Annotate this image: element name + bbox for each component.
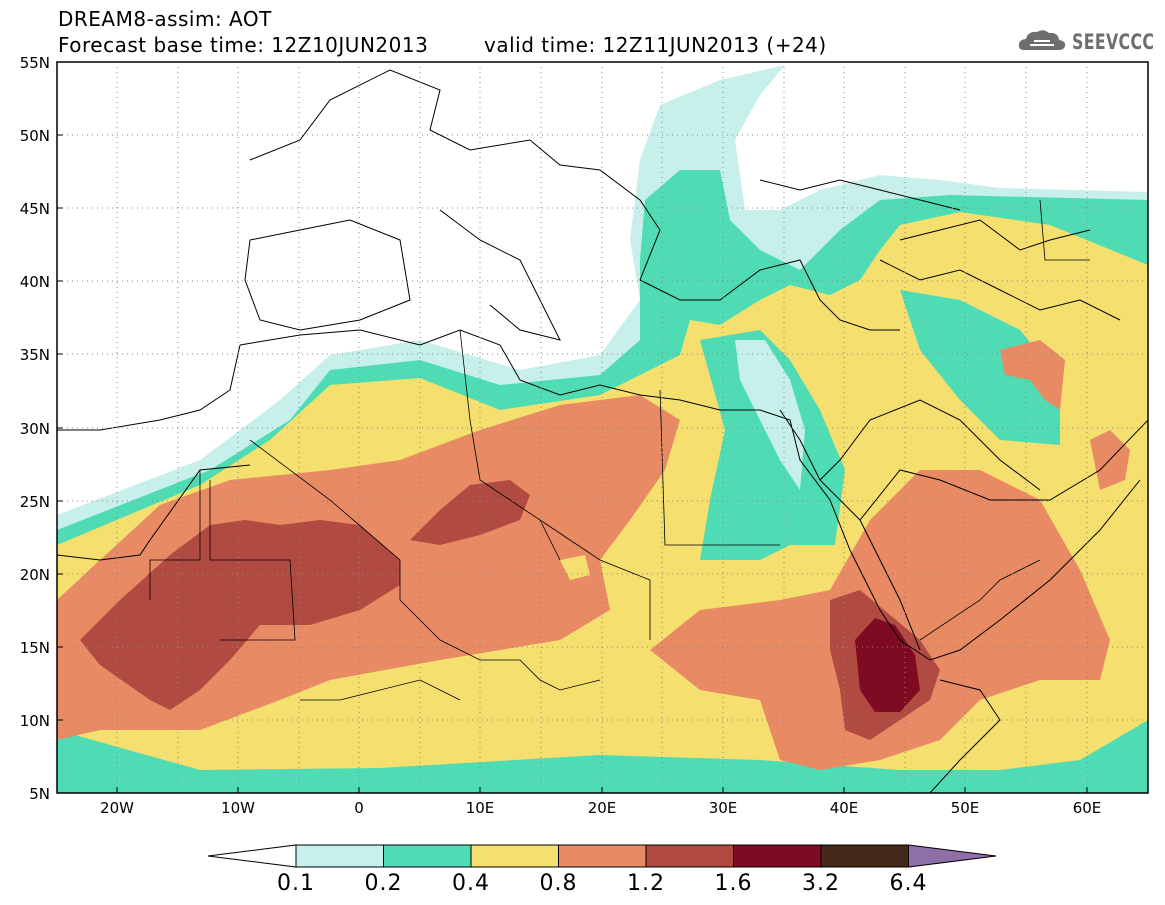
aot-level-0.2-south <box>57 720 1148 793</box>
colorbar-segment-below <box>207 844 297 868</box>
colorbar-segment <box>558 844 647 868</box>
lat-label: 40N <box>19 273 50 291</box>
map-frame <box>56 61 1149 794</box>
colorbar-label: 0.2 <box>364 871 403 896</box>
colorbar-segment <box>645 844 734 868</box>
lon-label: 20E <box>587 799 617 817</box>
aot-level-1.2-mali <box>410 480 530 545</box>
lon-label: 60E <box>1072 799 1102 817</box>
colorbar-label: 0.4 <box>452 871 490 896</box>
colorbar-segment-above <box>908 844 997 868</box>
cloud-logo-icon <box>1018 30 1066 50</box>
lat-label: 10N <box>19 712 50 730</box>
colorbar-label: 0.8 <box>539 871 578 896</box>
lat-label: 35N <box>19 346 50 364</box>
lat-label: 25N <box>19 493 50 511</box>
lon-label: 0 <box>354 799 364 817</box>
lat-label: 5N <box>29 785 50 803</box>
colorbar-segment <box>383 844 472 868</box>
aot-level-1.2 <box>80 520 400 710</box>
colorbar-label: 1.6 <box>714 871 753 896</box>
lon-label: 30E <box>708 799 738 817</box>
forecast-base-time: Forecast base time: 12Z10JUN2013 valid ti… <box>58 33 826 57</box>
aot-map <box>56 61 1149 794</box>
lat-label: 45N <box>19 200 50 218</box>
colorbar-segment <box>733 844 822 868</box>
lat-label: 55N <box>19 54 50 72</box>
colorbar-segment <box>820 844 909 868</box>
colorbar-label: 3.2 <box>802 871 840 896</box>
colorbar-label: 1.2 <box>627 871 665 896</box>
colorbar-segment <box>295 844 384 868</box>
lat-label: 30N <box>19 420 50 438</box>
aot-level-0.2-gulf <box>900 290 1060 445</box>
lat-label: 50N <box>19 127 50 145</box>
colorbar-label: 6.4 <box>889 871 928 896</box>
colorbar-label: 0.1 <box>277 871 315 896</box>
aot-level-0.8-iran <box>1000 340 1065 410</box>
lat-lon-grid <box>57 62 1148 793</box>
lon-label: 20W <box>100 799 134 817</box>
valid-time-text: valid time: 12Z11JUN2013 (+24) <box>484 33 827 57</box>
logo-text: SEEVCCC <box>1072 30 1155 54</box>
lon-label: 10E <box>465 799 495 817</box>
map-title: DREAM8-assim: AOT <box>58 7 272 31</box>
lon-label: 10W <box>221 799 255 817</box>
aot-fields <box>57 65 1148 793</box>
lon-label: 40E <box>829 799 859 817</box>
country-borders <box>149 199 1090 701</box>
aot-level-0.1-levant <box>735 340 805 490</box>
lon-label: 50E <box>950 799 980 817</box>
lat-label: 20N <box>19 566 50 584</box>
axis-ticks <box>57 61 1088 793</box>
base-time-text: Forecast base time: 12Z10JUN2013 <box>58 33 429 57</box>
lat-label: 15N <box>19 639 50 657</box>
aot-level-1.6 <box>855 618 920 712</box>
colorbar-segment <box>470 844 559 868</box>
